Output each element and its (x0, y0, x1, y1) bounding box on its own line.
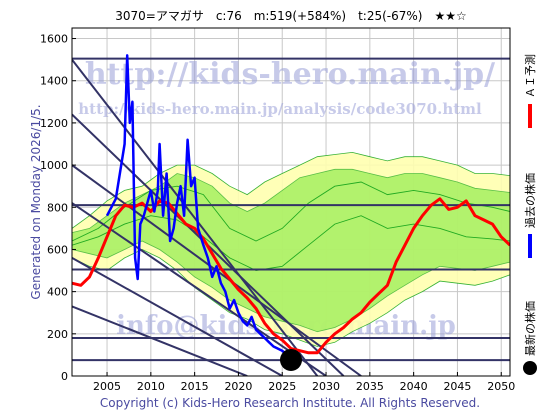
y-tick-label: 400 (47, 286, 68, 299)
x-tick-label: 2020 (224, 380, 252, 393)
band-line (72, 215, 510, 271)
watermark-url: http://kids-hero.main.jp/ (85, 57, 495, 92)
watermarks: http://kids-hero.main.jp/ http://kids-he… (78, 57, 495, 341)
x-tick-label: 2010 (137, 380, 165, 393)
x-tick-label: 2025 (268, 380, 296, 393)
y-tick-label: 800 (47, 201, 68, 214)
watermark-analysis: http://kids-hero.main.jp/analysis/code30… (78, 100, 482, 118)
y-tick-label: 1400 (40, 75, 68, 88)
legend-label: 最新の株価 (523, 301, 537, 356)
y-tick-label: 1600 (40, 33, 68, 46)
x-tick-label: 2050 (487, 380, 515, 393)
reference-lines (72, 57, 510, 376)
diagonal-trend-line (72, 59, 319, 376)
band-line (72, 181, 510, 242)
series-line (105, 54, 292, 361)
y-tick-label: 0 (61, 370, 68, 383)
series-lines (72, 54, 510, 361)
latest-marker-group (280, 348, 302, 371)
band-inner (72, 168, 510, 333)
y-tick-label: 200 (47, 328, 68, 341)
legend-label: 過去の株価 (523, 173, 537, 228)
series-line (72, 197, 510, 355)
x-tick-label: 2030 (312, 380, 340, 393)
latest-price-marker (280, 348, 302, 371)
y-axis-ticks: 0 200 400 600 800 1000 1200 1400 1600 (40, 33, 76, 383)
x-tick-label: 2035 (356, 380, 384, 393)
generated-date-label: Generated on Monday 2026/1/5. (29, 104, 43, 299)
x-tick-label: 2005 (93, 380, 121, 393)
x-axis-ticks: 2005 2010 2015 2020 2025 2030 2035 2040 2045 2050 (93, 372, 515, 393)
plot-frame (71, 27, 511, 377)
x-tick-label: 2015 (181, 380, 209, 393)
diagonal-trend-line (72, 202, 327, 376)
x-tick-label: 2045 (443, 380, 471, 393)
legend-label: ＡＩ予測 (523, 54, 537, 98)
chart-title: 3070=アマガサ c:76 m:519(+584%) t:25(-67%) ★… (115, 9, 467, 23)
diagonal-trend-line (72, 257, 283, 376)
x-tick-label: 2040 (400, 380, 428, 393)
y-tick-label: 600 (47, 243, 68, 256)
y-tick-label: 1200 (40, 117, 68, 130)
diagonal-trend-line (72, 305, 248, 376)
y-tick-label: 1000 (40, 159, 68, 172)
copyright-footer: Copyright (c) Kids-Hero Research Institu… (100, 396, 480, 410)
legend-swatch-dot (523, 361, 537, 375)
